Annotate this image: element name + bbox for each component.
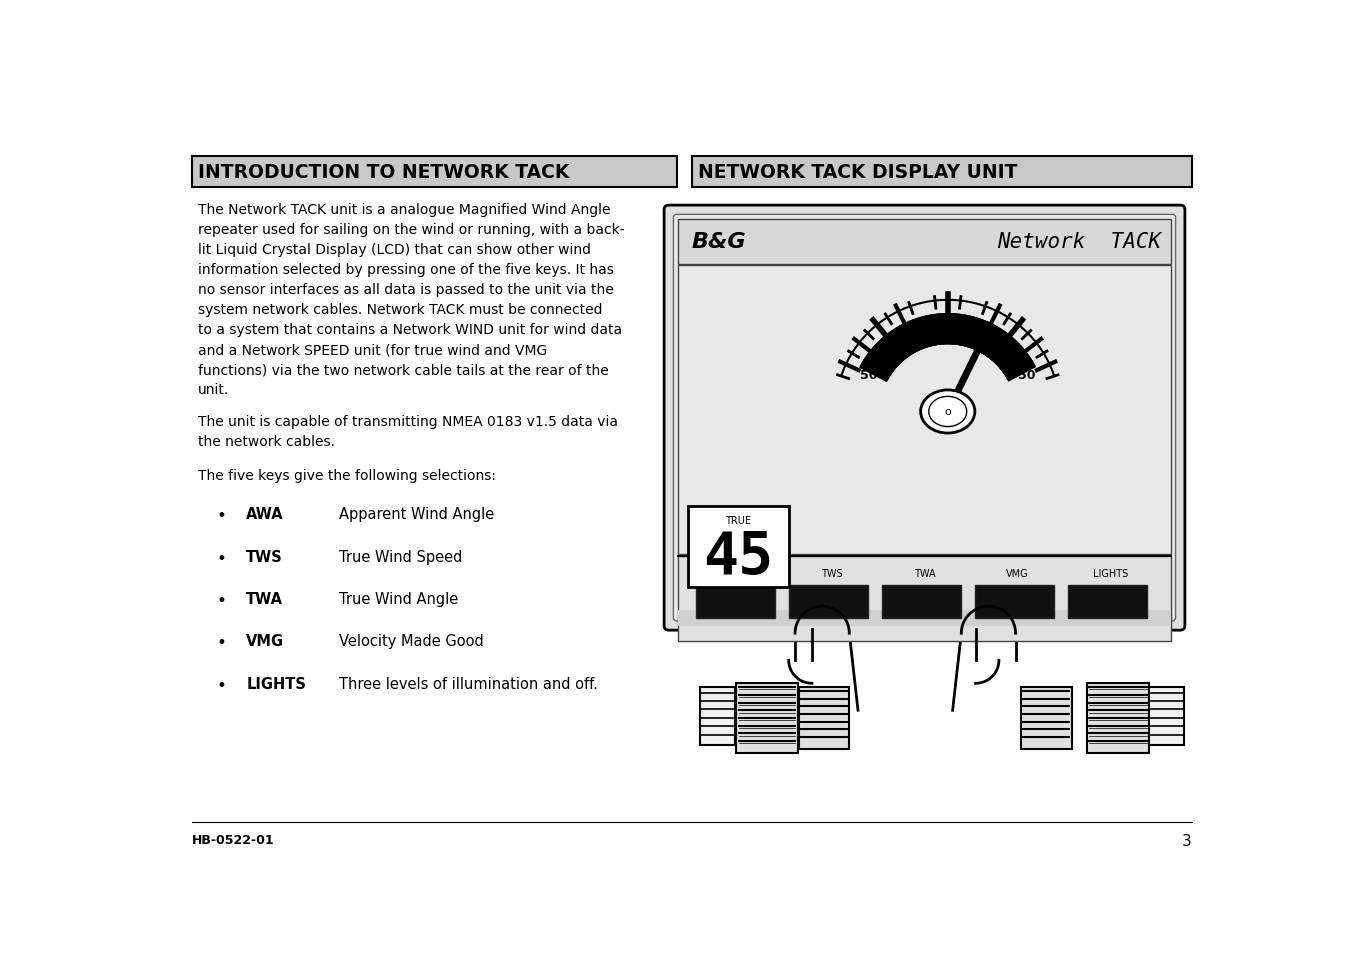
Bar [882,586,961,618]
Text: 20: 20 [901,328,919,340]
Text: 3: 3 [1182,834,1192,848]
Text: TWS: TWS [820,569,842,578]
Text: 20: 20 [977,328,994,340]
Text: •: • [218,507,227,525]
Bar [678,220,1171,264]
Text: VMG: VMG [1006,569,1029,578]
Bar [678,611,1171,626]
Text: True Wind Angle: True Wind Angle [339,591,458,606]
Bar [700,687,735,745]
Bar [1067,586,1147,618]
Text: Three levels of illumination and off.: Three levels of illumination and off. [339,676,598,691]
Bar [688,507,789,587]
Text: •: • [218,634,227,652]
Bar [789,586,867,618]
Text: •: • [218,591,227,609]
Text: Network  TACK: Network TACK [997,233,1161,252]
Text: 45: 45 [704,528,774,585]
Text: 50: 50 [859,369,877,382]
Text: TWA: TWA [246,591,284,606]
FancyBboxPatch shape [673,215,1175,621]
Text: •: • [218,676,227,694]
Text: INTRODUCTION TO NETWORK TACK: INTRODUCTION TO NETWORK TACK [199,163,570,181]
Text: o: o [944,407,951,417]
Text: Velocity Made Good: Velocity Made Good [339,634,484,649]
Text: 50: 50 [1019,369,1036,382]
FancyBboxPatch shape [192,156,677,188]
Bar [1150,687,1183,745]
Bar [1088,683,1150,753]
Text: 40: 40 [870,352,888,365]
FancyBboxPatch shape [692,156,1192,188]
Text: LIGHTS: LIGHTS [246,676,307,691]
Text: 30: 30 [884,338,901,351]
Text: NETWORK TACK DISPLAY UNIT: NETWORK TACK DISPLAY UNIT [698,163,1017,181]
Text: HB-0522-01: HB-0522-01 [192,834,274,846]
Text: •: • [218,549,227,567]
Text: Apparent Wind Angle: Apparent Wind Angle [339,507,494,521]
Text: 40: 40 [1008,352,1025,365]
Bar [696,586,775,618]
Ellipse shape [928,397,967,427]
Text: The Network TACK unit is a analogue Magnified Wind Angle
repeater used for saili: The Network TACK unit is a analogue Magn… [199,203,626,397]
Text: TRUE: TRUE [725,516,751,525]
Bar [736,683,798,753]
Text: VMG: VMG [246,634,285,649]
Text: True Wind Speed: True Wind Speed [339,549,463,564]
Text: B&G: B&G [692,233,747,252]
Text: 0: 0 [943,318,952,332]
Text: LIGHTS: LIGHTS [1093,569,1128,578]
Text: AWA: AWA [246,507,284,521]
Bar [1021,687,1071,749]
Text: The unit is capable of transmitting NMEA 0183 v1.5 data via
the network cables.: The unit is capable of transmitting NMEA… [199,415,619,448]
Ellipse shape [920,391,975,434]
Text: The five keys give the following selections:: The five keys give the following selecti… [199,468,496,482]
Bar [678,557,1171,641]
Bar [975,586,1054,618]
Text: 30: 30 [994,338,1012,351]
FancyBboxPatch shape [665,206,1185,631]
Bar [798,687,850,749]
Text: TWA: TWA [913,569,935,578]
Bar [678,266,1171,555]
Text: TWS: TWS [246,549,284,564]
Text: AWA: AWA [728,569,750,578]
